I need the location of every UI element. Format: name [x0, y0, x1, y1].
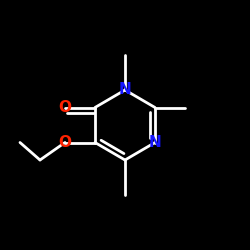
Text: N: N — [148, 135, 162, 150]
Text: O: O — [58, 135, 71, 150]
Text: N: N — [119, 82, 132, 98]
Text: O: O — [58, 100, 71, 115]
